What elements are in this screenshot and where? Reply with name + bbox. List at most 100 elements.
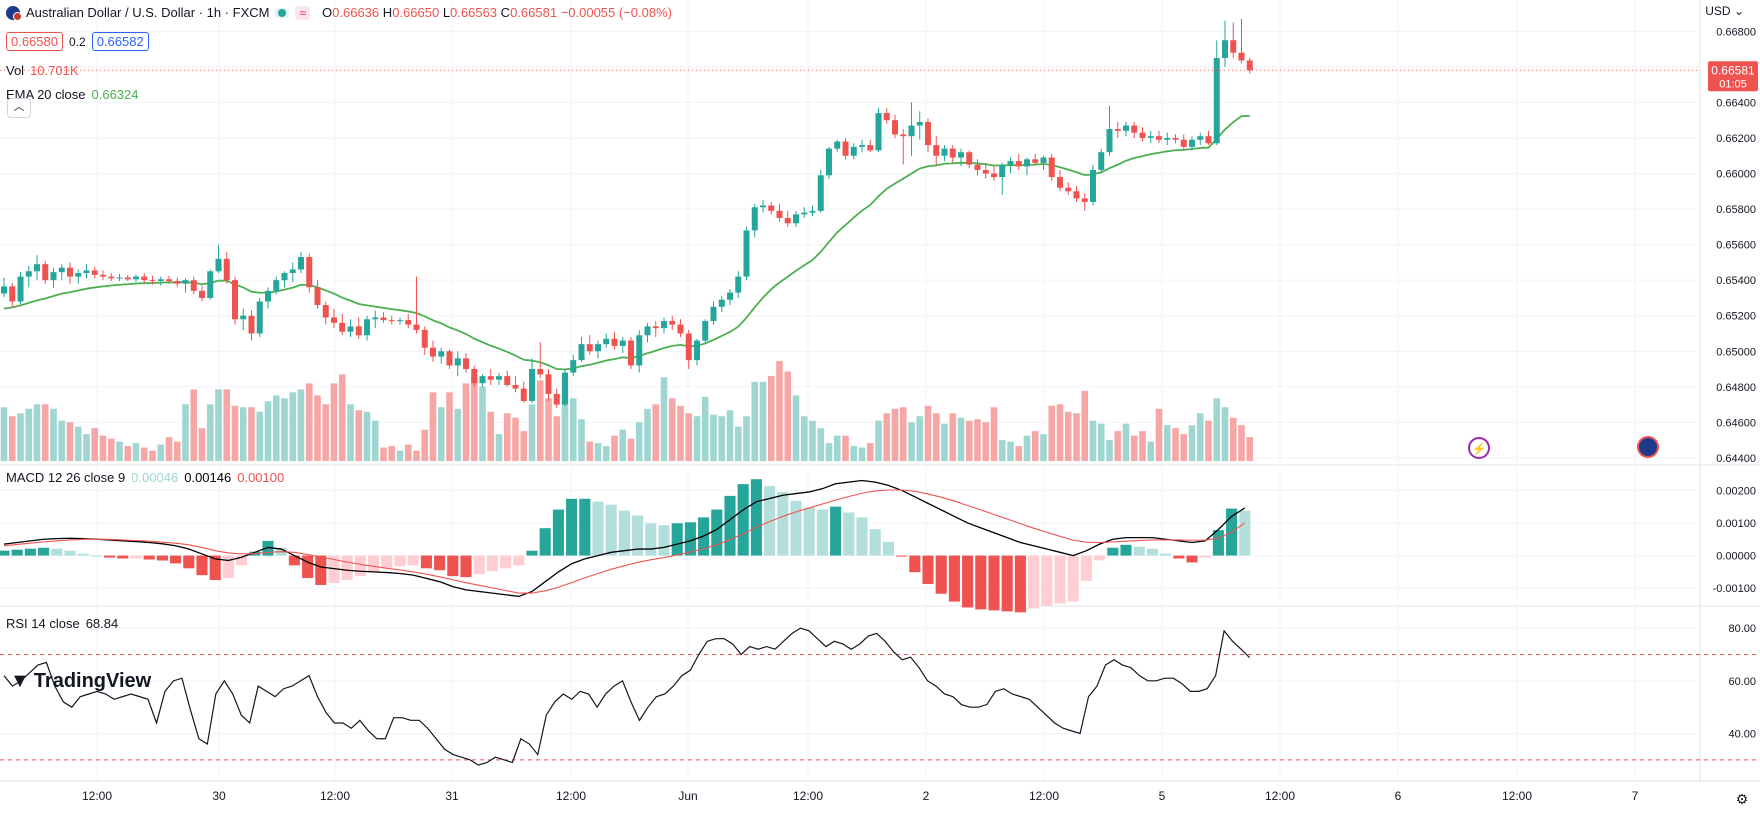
candle-up: [1040, 157, 1047, 163]
candle-up: [116, 277, 123, 279]
volume-bar: [875, 420, 882, 461]
candle-down: [900, 134, 907, 137]
macd-histogram-bar: [1199, 555, 1211, 558]
volume-bar: [1196, 413, 1204, 461]
rsi-legend[interactable]: RSI 14 close 68.84: [6, 616, 118, 631]
candle-up: [817, 175, 824, 211]
macd-histogram-bar: [64, 550, 76, 556]
spread-value: 0.2: [69, 34, 86, 49]
volume-bar: [297, 389, 305, 461]
tradingview-logo-text: TradingView: [33, 670, 152, 692]
candle-up: [364, 319, 370, 336]
macd-histogram-bar: [843, 512, 855, 556]
macd-histogram-bar: [513, 555, 525, 566]
candle-up: [265, 290, 271, 302]
candle-up: [1189, 139, 1195, 147]
macd-histogram-bar: [183, 555, 195, 569]
candle-up: [273, 280, 280, 291]
volume-bar: [289, 392, 297, 461]
volume-bar: [33, 404, 41, 461]
rsi-value: 68.84: [85, 616, 119, 631]
candle-up: [372, 317, 379, 320]
volume-bar: [1238, 425, 1245, 461]
candle-down: [446, 351, 453, 366]
volume-bar: [965, 420, 973, 461]
volume-bar: [1064, 411, 1072, 461]
macd-histogram-bar: [447, 555, 459, 577]
macd-histogram-bar: [1239, 510, 1251, 556]
candle-down: [331, 317, 337, 323]
last-price-tag-value: 0.66581: [1711, 63, 1755, 77]
candle-up: [34, 264, 40, 272]
candle-down: [1156, 136, 1162, 140]
candle-up: [661, 321, 667, 329]
compare-icon[interactable]: ≈: [295, 5, 311, 20]
macd-legend[interactable]: MACD 12 26 close 9 0.00046 0.00146 0.001…: [6, 470, 284, 485]
macd-histogram-bar: [434, 555, 446, 571]
candle-down: [471, 369, 478, 384]
symbol-title[interactable]: Australian Dollar / U.S. Dollar · 1h · F…: [26, 5, 270, 20]
macd-histogram-bar: [354, 555, 366, 577]
volume-bar: [569, 398, 577, 461]
volume-bar: [767, 375, 775, 461]
candle-up: [619, 340, 626, 346]
candle-down: [925, 121, 931, 146]
buy-button[interactable]: 0.66582: [91, 32, 149, 51]
candle-up: [793, 214, 799, 224]
volume-bar: [74, 426, 82, 461]
candle-down: [1205, 136, 1212, 144]
candle-down: [487, 376, 494, 380]
x-tick-label: 6: [1395, 789, 1402, 803]
candle-down: [784, 217, 791, 224]
candle-up: [958, 152, 964, 158]
candle-down: [628, 340, 634, 366]
collapse-legend-button[interactable]: ︿: [7, 98, 31, 118]
price-tick-label: 0.65400: [1716, 275, 1756, 287]
volume-bar: [545, 398, 552, 461]
candle-down: [553, 393, 560, 405]
macd-histogram-bar: [222, 555, 234, 579]
macd-histogram-bar: [1041, 555, 1053, 606]
volume-bar: [1073, 413, 1080, 461]
volume-bar: [215, 389, 222, 461]
candle-down: [430, 347, 436, 357]
macd-histogram-bar: [196, 555, 208, 576]
volume-bar: [512, 417, 519, 461]
volume-bar: [586, 441, 594, 461]
candle-down: [776, 210, 783, 218]
volume-bar: [842, 435, 849, 461]
macd-histogram-bar: [1212, 530, 1224, 556]
x-tick-label: 12:00: [320, 789, 350, 803]
volume-bar: [330, 383, 338, 461]
candle-down: [1131, 125, 1138, 133]
price-tick-label: 0.66000: [1716, 169, 1756, 181]
volume-legend[interactable]: Vol 10.701K: [6, 63, 79, 78]
volume-bar: [693, 416, 701, 461]
macd-histogram-bar: [315, 555, 327, 585]
close-key: C: [500, 5, 511, 20]
tradingview-logo[interactable]: ▼ TradingView: [10, 670, 151, 693]
candle-down: [223, 258, 230, 281]
candle-down: [883, 113, 890, 121]
candle-down: [421, 329, 428, 348]
volume-bar: [536, 380, 544, 461]
volume-bar: [701, 396, 709, 461]
volume-bar: [809, 420, 816, 461]
macd-histogram-bar: [1186, 555, 1198, 563]
market-open-icon[interactable]: [275, 7, 290, 18]
price-tick-label: 0.65200: [1716, 311, 1756, 323]
candle-down: [1238, 52, 1245, 61]
candle-up: [735, 276, 742, 293]
volume-bar: [17, 413, 24, 461]
candle-up: [702, 321, 709, 341]
macd-tick-label: -0.00100: [1713, 583, 1756, 595]
volume-bar: [553, 416, 561, 461]
candle-up: [25, 271, 32, 277]
volume-bar: [916, 416, 924, 461]
candle-down: [677, 324, 684, 334]
currency-selector[interactable]: USD ⌄: [1705, 4, 1744, 18]
sell-button[interactable]: 0.66580: [6, 32, 63, 51]
rsi-tick-label: 40.00: [1728, 729, 1756, 741]
volume-bar: [83, 434, 90, 461]
